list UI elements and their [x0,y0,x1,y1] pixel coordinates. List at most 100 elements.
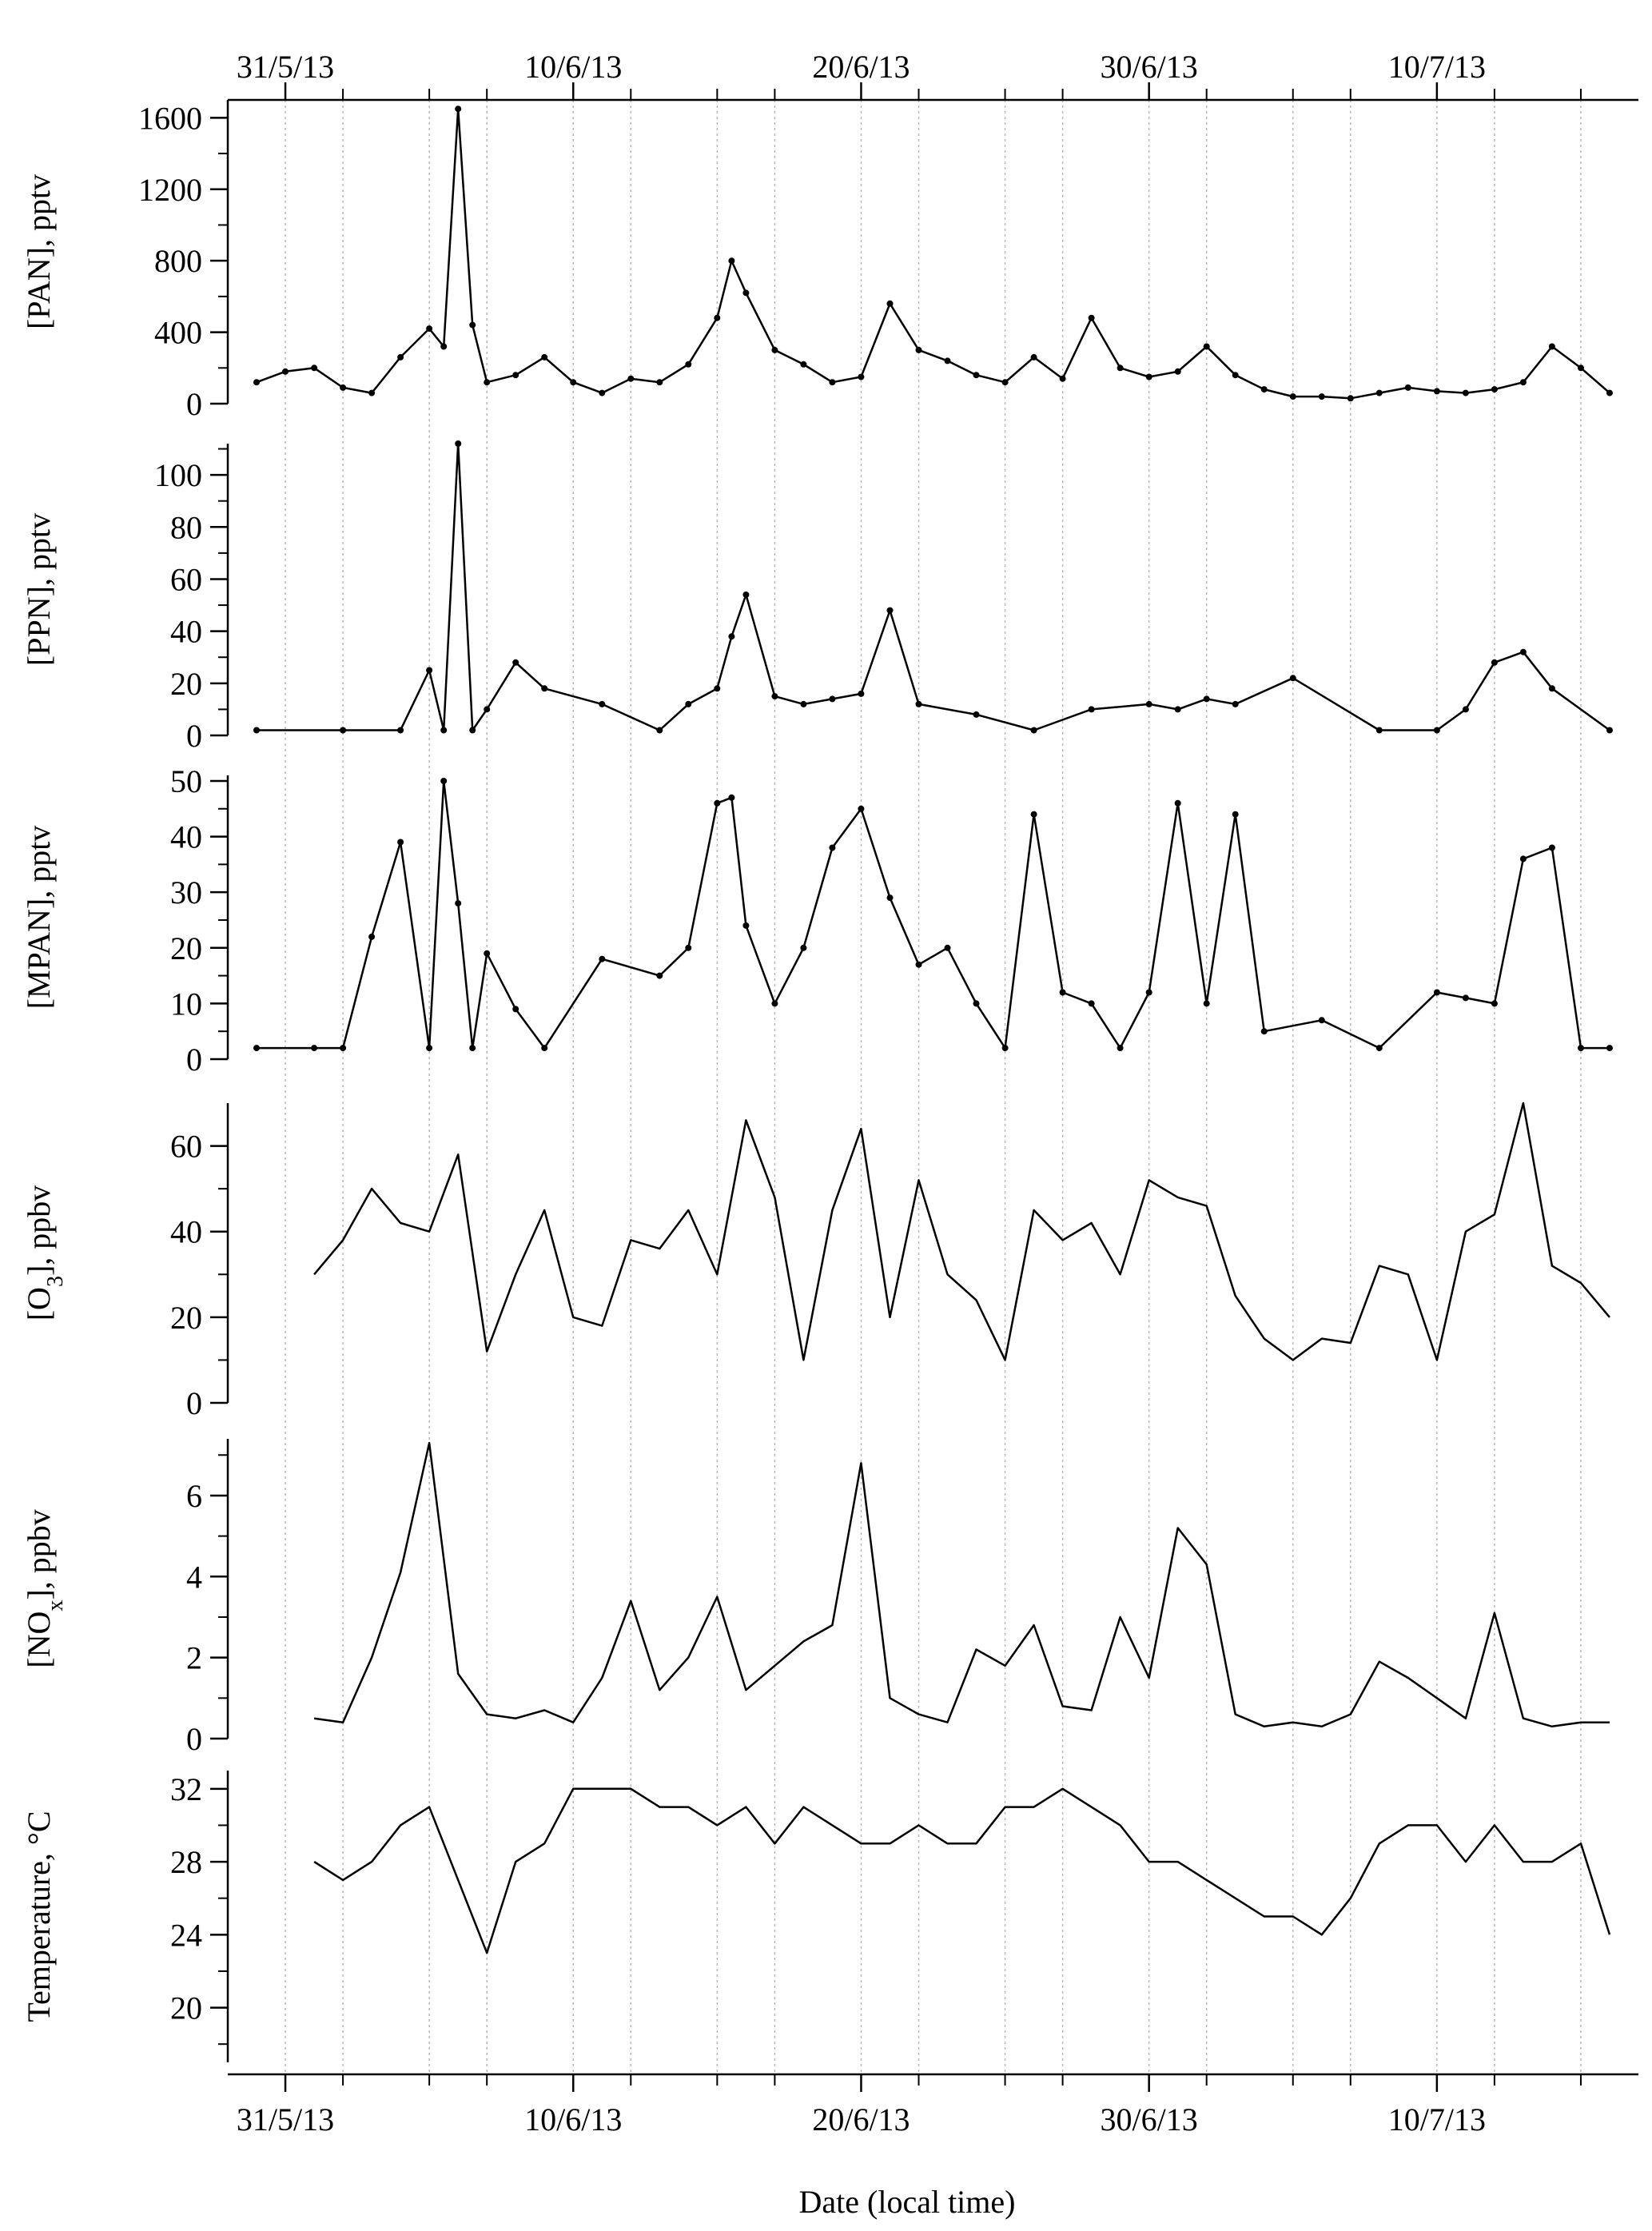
data-point-ppn [440,727,448,734]
data-point-mpan [512,1006,519,1013]
data-point-mpan [973,1000,980,1007]
panel-ppn: 0 20 40 60 80 100 [PPN], pptv [21,440,1613,754]
data-point-pan [886,300,894,307]
series-line-temperature [313,1787,1611,1954]
data-point-mpan [728,794,735,801]
series-line-o3 [313,1102,1610,1361]
x-axis-title: Date (local time) [799,2184,1016,2220]
data-point-ppn [1174,706,1181,713]
y-tick-label: 0 [186,386,202,422]
data-point-pan [973,372,980,379]
panel-nox: 0 2 4 6 [NOx], ppbv [21,1439,1610,1757]
data-point-pan [1001,379,1009,386]
date-tick-label: 30/6/13 [1101,2102,1198,2137]
data-point-mpan [915,961,922,968]
y-tick-label: 40 [170,819,202,855]
y-tick-label: 800 [154,243,202,279]
date-gridlines [285,100,1582,2074]
data-point-pan [728,257,735,265]
data-point-ppn [1548,685,1555,692]
y-axis-title: Temperature, °C [21,1811,57,2022]
data-point-mpan [1203,1000,1210,1007]
data-point-pan [627,375,635,382]
y-axis-title: [O3], ppbv [21,1185,68,1321]
data-point-pan [858,373,865,380]
y-tick-label: 20 [170,1300,202,1336]
data-point-ppn [397,727,404,734]
data-point-pan [397,353,404,361]
data-point-ppn [1289,675,1296,682]
y-tick-label: 10 [170,986,202,1022]
data-point-pan [1347,395,1354,402]
data-point-mpan [1117,1045,1124,1052]
data-point-pan [944,357,951,365]
data-point-ppn [656,727,663,734]
data-point-pan [742,289,750,297]
y-axis-title: [PPN], pptv [21,513,57,666]
data-point-mpan [1578,1045,1584,1052]
data-point-pan [1289,393,1296,400]
data-point-pan [685,361,692,368]
y-tick-label: 40 [170,614,202,650]
data-point-mpan [656,972,663,979]
data-point-pan [570,379,577,386]
bottom-date-axis: 31/5/13 10/6/13 20/6/13 30/6/13 10/7/13 [228,2073,1638,2137]
y-axis-title-part: ], ppbv [21,1509,57,1600]
y-axis-title-part: [NO [21,1611,57,1668]
data-point-ppn [1203,695,1210,703]
top-date-axis: 31/5/13 10/6/13 20/6/13 30/6/13 10/7/13 [228,49,1638,102]
y-tick-label: 32 [170,1771,202,1807]
data-point-pan [253,379,260,386]
data-point-pan [714,314,721,321]
data-point-mpan [1433,989,1440,996]
data-point-pan [1578,365,1584,372]
panel-o3: 0 20 40 60 [O3], ppbv [21,1102,1610,1421]
y-tick-label: 60 [170,1129,202,1165]
data-point-pan [1088,314,1095,321]
data-point-mpan [484,950,491,957]
data-point-ppn [1462,706,1469,713]
y-tick-label: 0 [186,718,202,754]
data-point-pan [1462,389,1469,396]
data-point-ppn [1030,727,1037,734]
y-tick-label: 2 [186,1640,202,1676]
data-point-pan [440,343,448,350]
data-point-pan [1318,393,1325,400]
data-point-mpan [397,839,404,846]
data-point-mpan [1088,1000,1095,1007]
data-point-ppn [599,700,606,707]
data-point-mpan [1260,1028,1268,1035]
data-point-mpan [311,1045,318,1052]
data-point-pan [340,384,347,391]
data-point-mpan [1606,1045,1613,1052]
y-tick-label: 0 [186,1385,202,1421]
series-line-nox [313,1441,1610,1728]
y-tick-label: 400 [154,315,202,351]
data-point-pan [311,365,318,372]
data-point-ppn [1145,700,1152,707]
data-point-mpan [944,944,951,951]
data-point-pan [1375,389,1383,396]
data-point-pan [599,389,606,396]
y-axis-title: [MPAN], pptv [21,826,57,1010]
date-tick-label: 10/7/13 [1388,49,1486,85]
y-tick-label: 20 [170,666,202,702]
data-point-mpan [742,922,750,929]
data-point-ppn [541,685,548,692]
data-point-pan [455,106,462,113]
data-point-mpan [340,1045,347,1052]
data-point-ppn [829,695,836,703]
data-point-ppn [1433,727,1440,734]
data-point-ppn [484,706,491,713]
data-point-mpan [685,944,692,951]
data-point-pan [282,368,289,375]
data-point-pan [1260,386,1268,393]
panel-mpan: 0 10 20 30 40 50 [MPAN], pptv [21,763,1613,1078]
data-point-ppn [1491,659,1498,666]
data-point-ppn [1375,727,1383,734]
data-point-mpan [253,1045,260,1052]
data-point-mpan [541,1045,548,1052]
